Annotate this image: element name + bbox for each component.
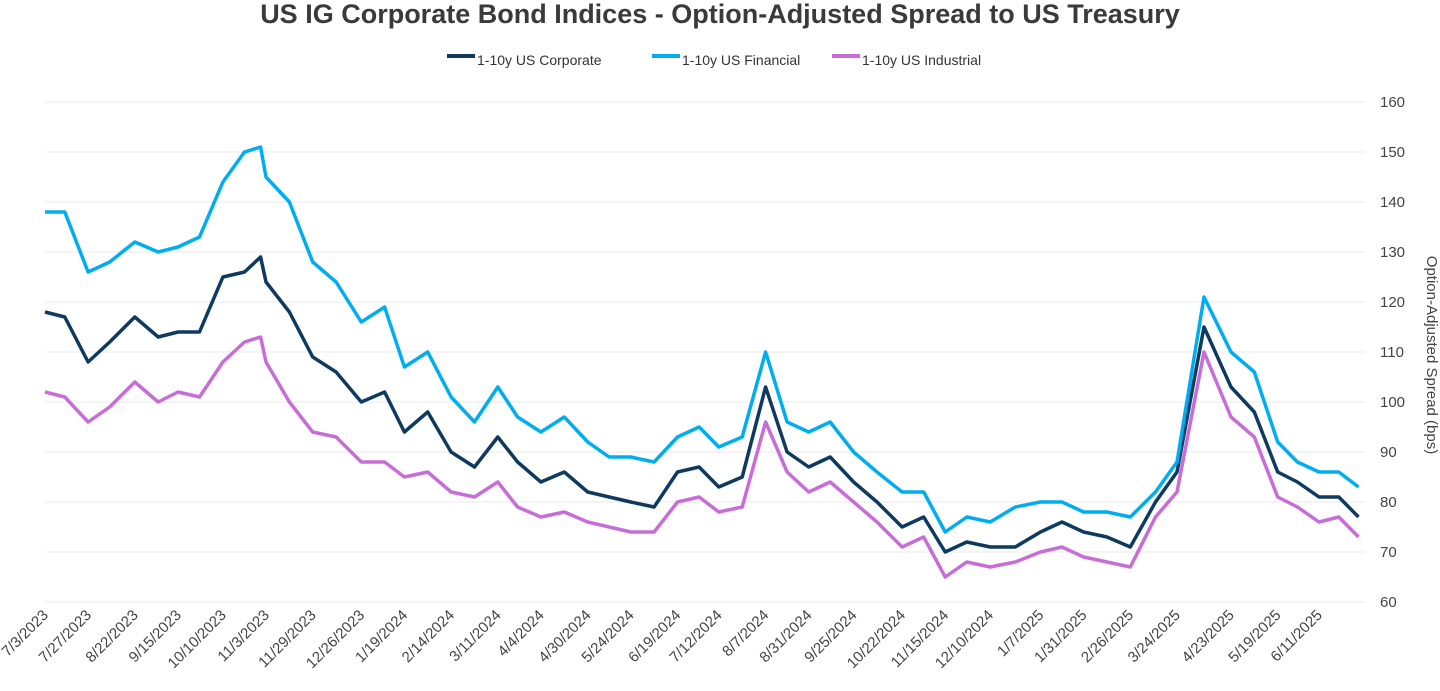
legend-label: 1-10y US Industrial (862, 52, 981, 68)
legend-label: 1-10y US Financial (682, 52, 800, 68)
y-tick-label: 140 (1380, 194, 1405, 211)
x-tick-label: 3/11/2024 (446, 607, 504, 665)
x-axis-ticks: 7/3/20237/27/20238/22/20239/15/202310/10… (0, 607, 1326, 672)
y-tick-label: 150 (1380, 144, 1405, 161)
series-line-3 (44, 335, 1360, 579)
series-line-1 (44, 255, 1360, 554)
series-line-2 (45, 145, 1360, 534)
gridlines (45, 101, 1365, 603)
y-axis-label: Option-Adjusted Spread (bps) (1423, 256, 1440, 454)
y-tick-label: 90 (1380, 444, 1397, 461)
y-tick-label: 70 (1380, 544, 1397, 561)
y-tick-label: 110 (1380, 344, 1404, 361)
legend: 1-10y US Corporate 1-10y US Financial 1-10… (447, 52, 981, 68)
y-axis-ticks: 60 70 80 90 100 110 120 130 140 150 160 (1380, 94, 1405, 611)
y-tick-label: 130 (1380, 244, 1405, 261)
y-tick-label: 120 (1380, 294, 1405, 311)
y-tick-label: 100 (1380, 394, 1405, 411)
y-tick-label: 60 (1380, 594, 1397, 611)
chart-title: US IG Corporate Bond Indices - Option-Ad… (260, 0, 1180, 29)
y-tick-label: 80 (1380, 494, 1397, 511)
y-tick-label: 160 (1380, 94, 1405, 111)
series-lines (44, 145, 1360, 579)
legend-label: 1-10y US Corporate (477, 52, 602, 68)
